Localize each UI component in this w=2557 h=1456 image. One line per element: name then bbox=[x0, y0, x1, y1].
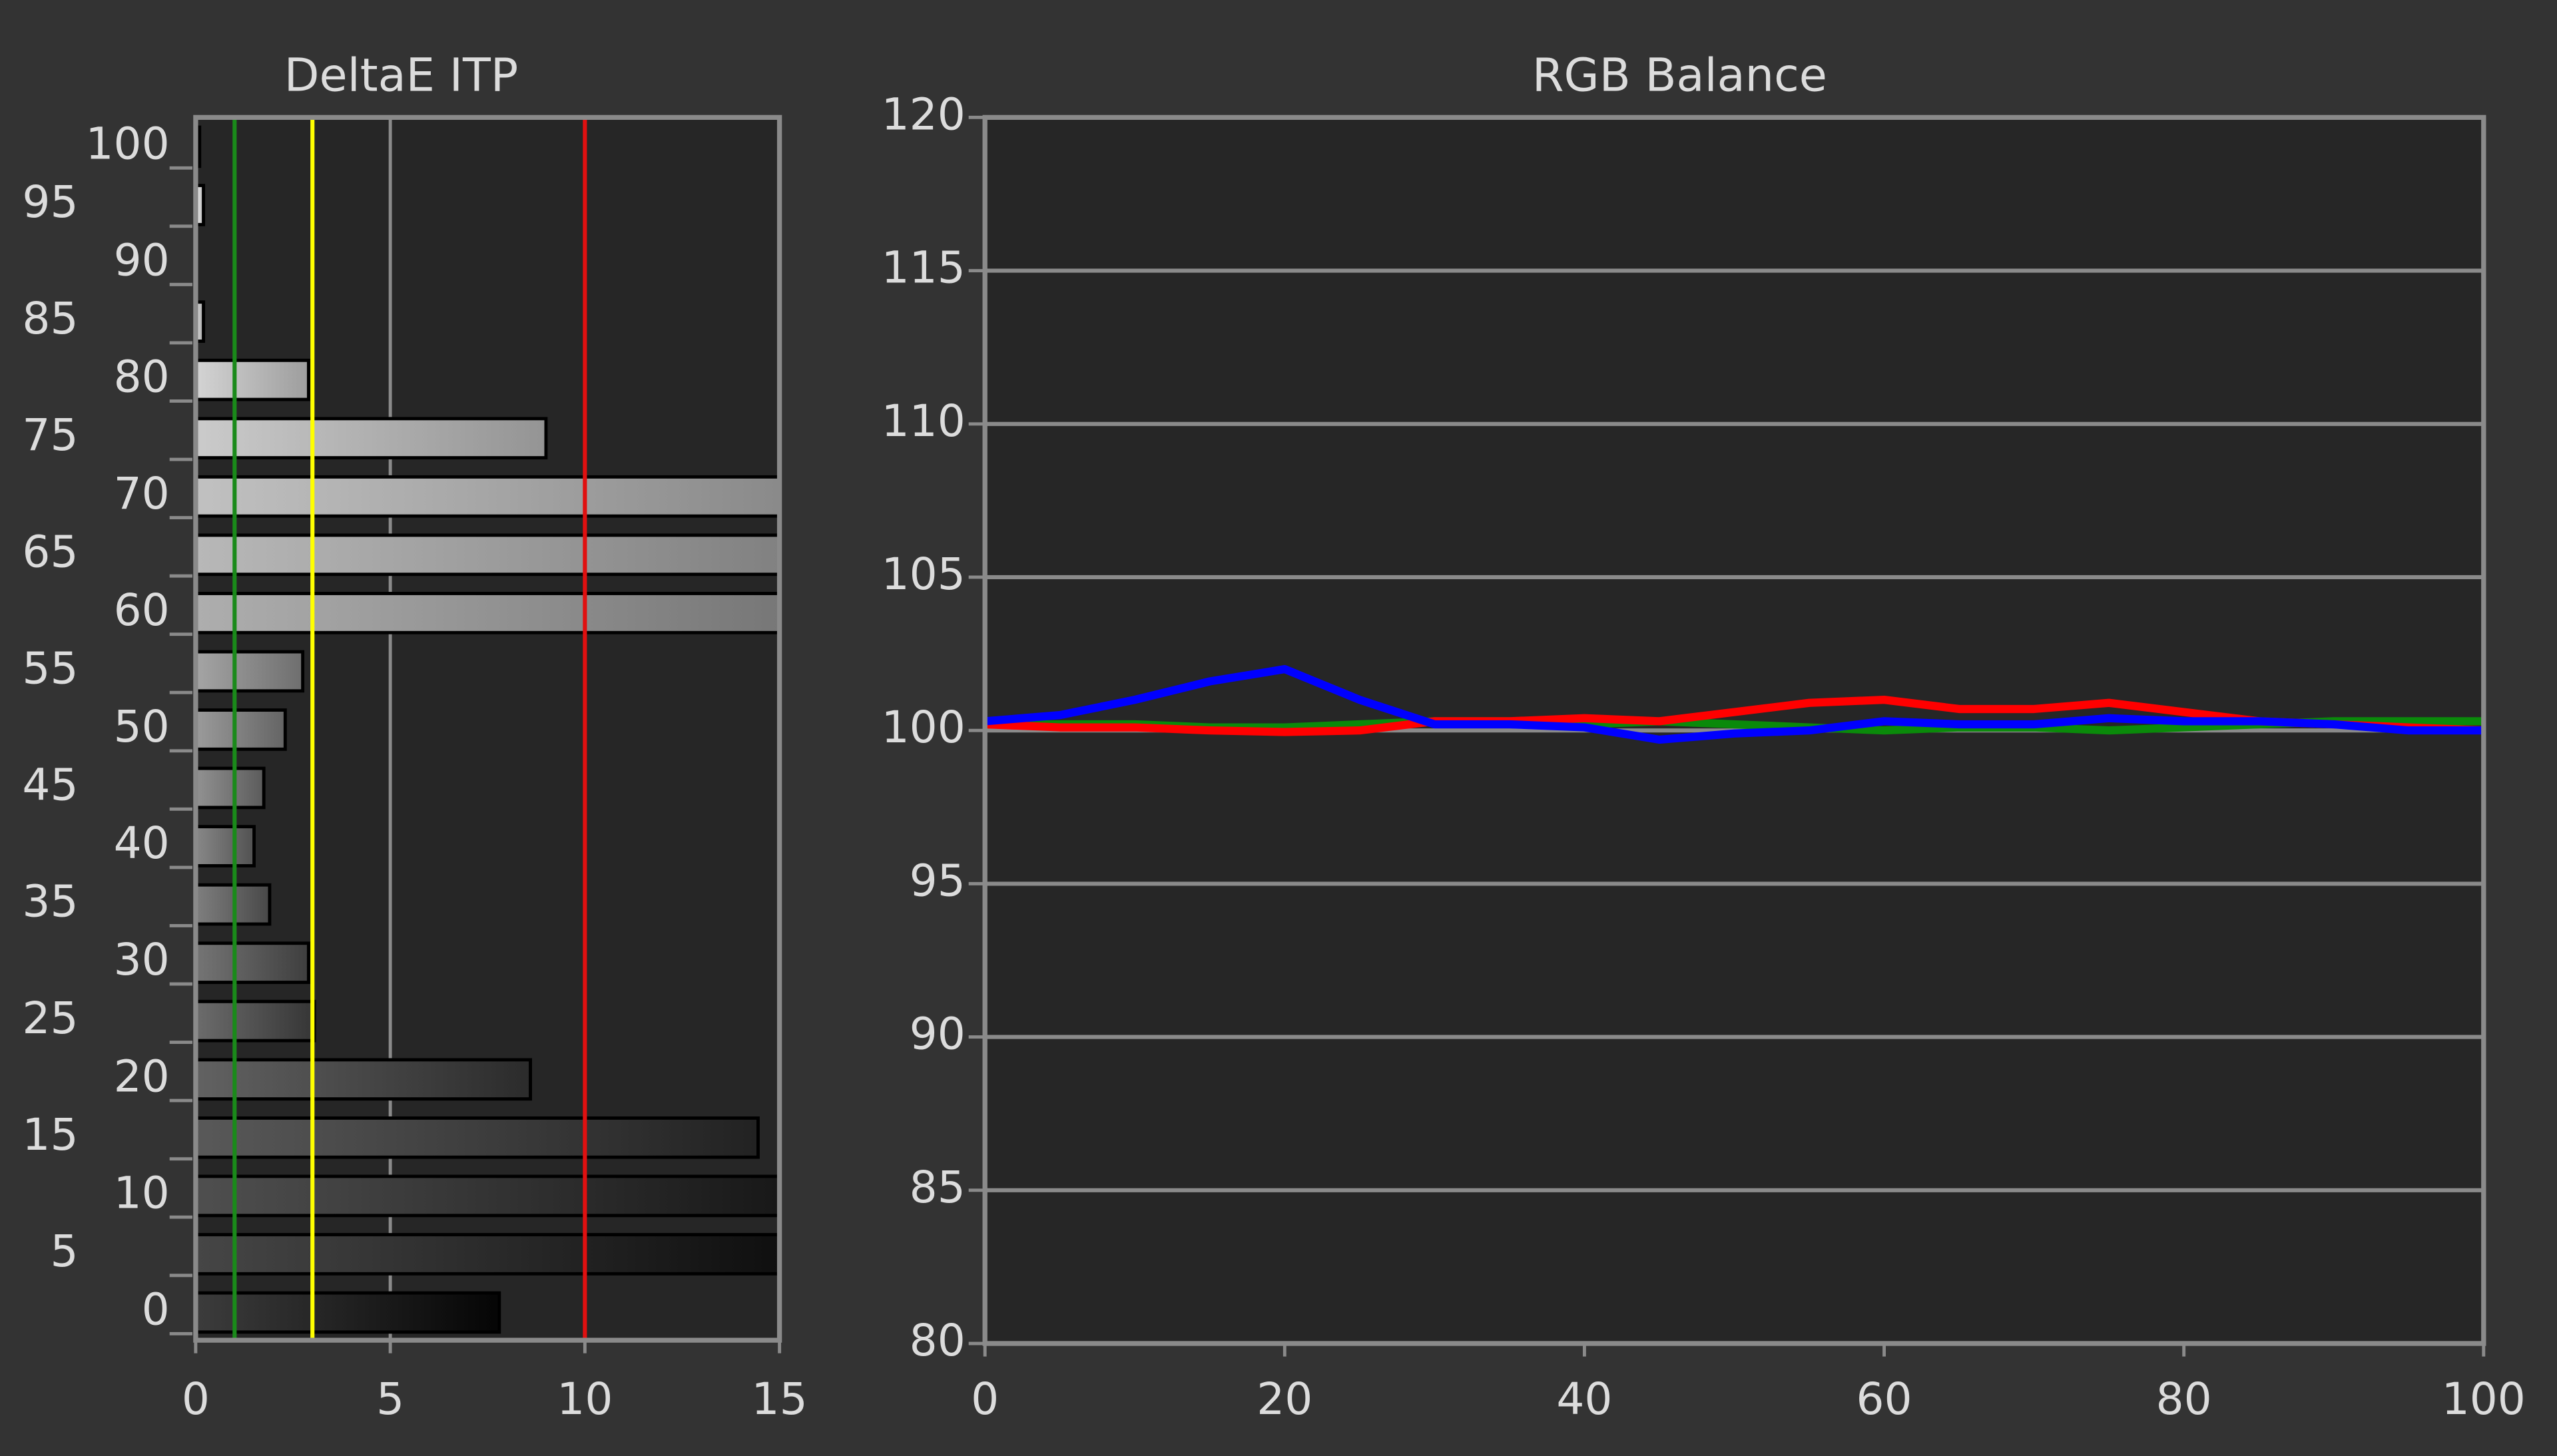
y-tick-label: 15 bbox=[22, 1109, 78, 1160]
y-tick-label: 30 bbox=[114, 934, 170, 985]
y-tick-label: 55 bbox=[22, 642, 78, 694]
chart-title: RGB Balance bbox=[1532, 49, 1827, 103]
bar bbox=[194, 533, 782, 577]
bar bbox=[194, 766, 266, 810]
y-tick-label: 80 bbox=[114, 352, 170, 403]
bar bbox=[194, 941, 310, 984]
bar bbox=[194, 592, 782, 634]
y-tick-label: 85 bbox=[22, 293, 78, 344]
y-tick-label: 70 bbox=[114, 468, 170, 519]
y-tick-label: 90 bbox=[114, 235, 170, 286]
y-tick-label: 45 bbox=[22, 760, 78, 811]
y-tick-label: 35 bbox=[22, 876, 78, 927]
y-tick-label: 120 bbox=[882, 89, 966, 140]
x-tick-label: 100 bbox=[2442, 1373, 2526, 1425]
y-tick-label: 60 bbox=[114, 585, 170, 636]
y-tick-label: 110 bbox=[882, 395, 966, 447]
chart-title: DeltaE ITP bbox=[284, 49, 518, 103]
bar bbox=[194, 358, 310, 401]
y-tick-label: 100 bbox=[86, 119, 170, 170]
x-tick-label: 80 bbox=[2156, 1373, 2212, 1425]
y-tick-label: 75 bbox=[22, 409, 78, 461]
x-tick-label: 5 bbox=[376, 1373, 404, 1425]
y-tick-label: 80 bbox=[910, 1315, 966, 1366]
x-tick-label: 0 bbox=[182, 1373, 210, 1425]
bar bbox=[194, 1174, 782, 1218]
y-tick-label: 90 bbox=[910, 1009, 966, 1060]
y-tick-label: 100 bbox=[882, 702, 966, 753]
bar bbox=[194, 708, 287, 751]
bar bbox=[194, 1116, 760, 1159]
bar bbox=[194, 417, 548, 460]
bar bbox=[194, 475, 782, 518]
y-tick-label: 50 bbox=[114, 701, 170, 752]
x-tick-label: 60 bbox=[1856, 1373, 1912, 1425]
y-tick-label: 40 bbox=[114, 818, 170, 869]
x-tick-label: 10 bbox=[557, 1373, 613, 1425]
y-tick-label: 5 bbox=[50, 1226, 78, 1277]
y-tick-label: 25 bbox=[22, 993, 78, 1044]
y-tick-label: 20 bbox=[114, 1051, 170, 1102]
bar bbox=[194, 999, 316, 1043]
x-tick-label: 0 bbox=[971, 1373, 999, 1425]
bar bbox=[194, 650, 305, 693]
bar bbox=[194, 1291, 501, 1334]
y-tick-label: 85 bbox=[910, 1162, 966, 1213]
y-tick-label: 95 bbox=[22, 176, 78, 228]
y-tick-label: 10 bbox=[114, 1167, 170, 1218]
plot-border bbox=[982, 115, 2486, 1346]
y-tick-label: 105 bbox=[882, 549, 966, 600]
x-tick-label: 40 bbox=[1556, 1373, 1612, 1425]
y-tick-label: 65 bbox=[22, 526, 78, 577]
x-tick-label: 20 bbox=[1257, 1373, 1312, 1425]
y-tick-label: 0 bbox=[142, 1284, 170, 1335]
bar bbox=[194, 1233, 782, 1276]
bar bbox=[194, 825, 256, 867]
x-tick-label: 15 bbox=[752, 1373, 808, 1425]
plot-border bbox=[193, 115, 782, 1343]
series-line bbox=[984, 664, 2484, 744]
y-tick-label: 115 bbox=[882, 242, 966, 294]
bar bbox=[194, 1058, 532, 1101]
y-tick-label: 95 bbox=[910, 855, 966, 906]
